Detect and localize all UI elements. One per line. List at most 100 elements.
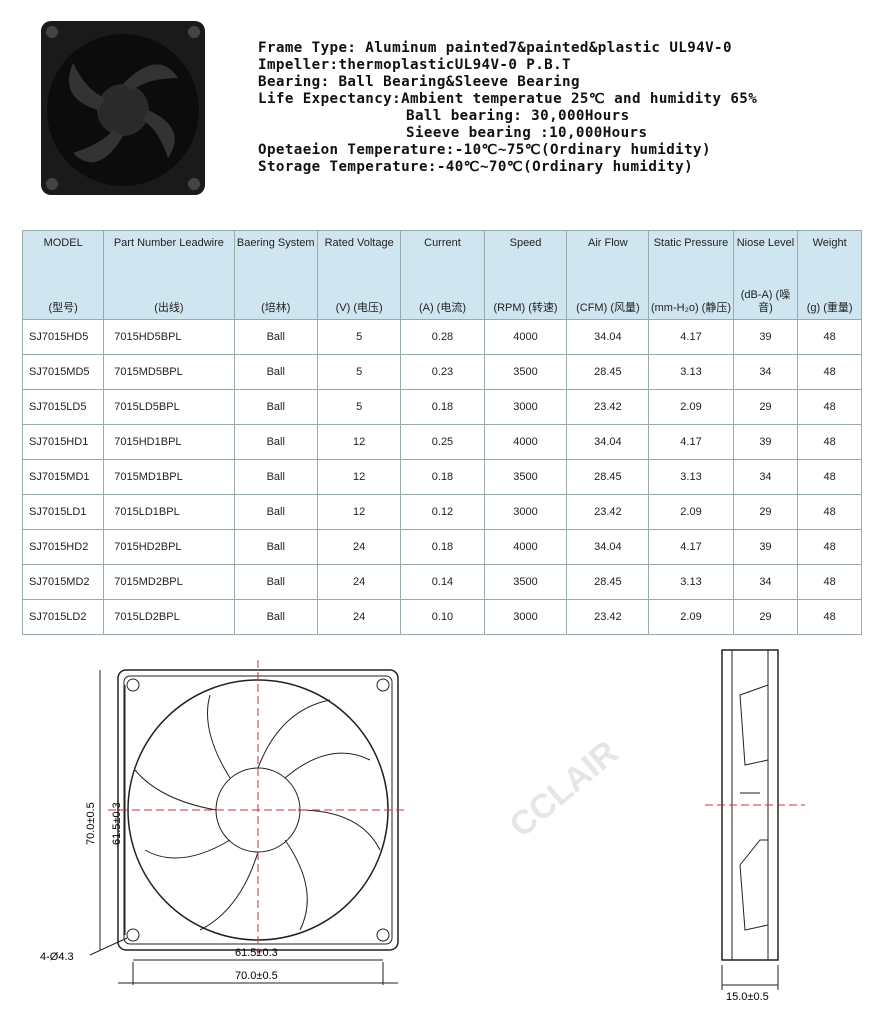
table-cell: Ball (233, 564, 318, 600)
table-cell: 12 (316, 424, 402, 460)
table-cell: 48 (797, 424, 862, 460)
dim-height-inner: 61.5±0.3 (111, 802, 123, 845)
header-unit: (型号) (48, 302, 78, 314)
table-cell: 5 (316, 389, 402, 425)
table-cell: 28.45 (566, 354, 650, 390)
table-cell: 2.09 (648, 599, 734, 635)
column-header: Speed (RPM) (转速) (483, 230, 568, 320)
watermark: CCLAIR (502, 733, 626, 845)
table-cell: 5 (316, 354, 402, 390)
column-header: Air Flow (CFM) (风量) (566, 230, 650, 320)
table-cell: 39 (732, 424, 799, 460)
table-row: SJ7015MD2 7015MD2BPL Ball 24 0.14 3500 28.45 3.… (21, 564, 862, 600)
column-header: Baering System (培林) (233, 230, 318, 320)
table-cell: Ball (233, 389, 318, 425)
table-cell: 12 (316, 494, 402, 530)
table-cell: 28.45 (566, 564, 650, 600)
dim-thickness: 15.0±0.5 (726, 991, 769, 1003)
table-cell: 4000 (483, 529, 568, 565)
header-label: Niose Level (736, 237, 795, 249)
table-cell: 29 (732, 494, 799, 530)
header-label: Part Number Leadwire (113, 237, 224, 249)
table-cell: 48 (797, 389, 862, 425)
front-view-drawing: 70.0±0.5 61.5±0.3 61.5±0.3 70.0±0.5 4-Ø4… (40, 660, 408, 985)
table-cell: 7015LD5BPL (103, 389, 235, 425)
side-view-drawing: 15.0±0.5 (705, 649, 805, 1003)
spec-impeller: Impeller:thermoplasticUL94V-0 P.B.T (258, 57, 571, 73)
table-cell: 3500 (483, 459, 568, 495)
table-cell: 3.13 (648, 564, 734, 600)
spec-storage-temp: Storage Temperature:-40℃~70℃(Ordinary hu… (258, 159, 694, 175)
header-label: Rated Voltage (324, 237, 394, 249)
table-cell: SJ7015HD2 (21, 529, 105, 565)
header-unit: (dB-A) (噪音) (740, 289, 791, 314)
table-cell: 29 (732, 599, 799, 635)
table-cell: 48 (797, 529, 862, 565)
header-label: Weight (812, 237, 847, 249)
table-row: SJ7015MD1 7015MD1BPL Ball 12 0.18 3500 28.45 3.… (21, 459, 862, 495)
table-cell: 4000 (483, 319, 568, 355)
header-label: Current (424, 237, 461, 249)
table-cell: 34 (732, 459, 799, 495)
header-unit: (出线) (154, 302, 184, 314)
spec-table: MODEL (型号) Part Number Leadwire (出线) Baering… (21, 230, 862, 635)
table-row: SJ7015HD1 7015HD1BPL Ball 12 0.25 4000 34.04 4.… (21, 424, 862, 460)
spec-ball-life: Ball bearing: 30,000Hours (406, 108, 630, 124)
table-cell: Ball (233, 354, 318, 390)
table-cell: 23.42 (566, 599, 650, 635)
spec-sleeve-life: Sieeve bearing :10,000Hours (406, 125, 648, 141)
table-cell: Ball (233, 529, 318, 565)
table-cell: 29 (732, 389, 799, 425)
table-cell: 7015MD2BPL (103, 564, 235, 600)
table-cell: 34.04 (566, 319, 650, 355)
table-cell: SJ7015MD5 (21, 354, 105, 390)
header-label: Static Pressure (653, 237, 729, 249)
column-header: Weight (g) (重量) (797, 230, 862, 320)
table-cell: 28.45 (566, 459, 650, 495)
table-cell: 7015HD1BPL (103, 424, 235, 460)
header-unit: (g) (重量) (806, 302, 853, 314)
table-cell: 48 (797, 459, 862, 495)
header-unit: (V) (电压) (335, 302, 383, 314)
column-header: Niose Level (dB-A) (噪音) (732, 230, 799, 320)
table-cell: 39 (732, 319, 799, 355)
table-cell: 0.23 (400, 354, 485, 390)
table-cell: Ball (233, 494, 318, 530)
spec-life: Life Expectancy:Ambient temperatue 25℃ a… (258, 91, 758, 107)
table-cell: 7015HD5BPL (103, 319, 235, 355)
table-cell: 2.09 (648, 389, 734, 425)
table-cell: SJ7015HD1 (21, 424, 105, 460)
table-cell: SJ7015MD2 (21, 564, 105, 600)
table-cell: Ball (233, 424, 318, 460)
header-unit: (CFM) (风量) (576, 302, 640, 314)
table-cell: 0.12 (400, 494, 485, 530)
dim-width-inner: 61.5±0.3 (235, 947, 278, 959)
table-cell: 4.17 (648, 319, 734, 355)
table-cell: 48 (797, 494, 862, 530)
table-cell: 7015HD2BPL (103, 529, 235, 565)
column-header: MODEL (型号) (21, 230, 105, 320)
table-cell: 0.14 (400, 564, 485, 600)
fan-photo (41, 21, 205, 195)
table-cell: 4.17 (648, 529, 734, 565)
table-row: SJ7015LD1 7015LD1BPL Ball 12 0.12 3000 23.42 2.… (21, 494, 862, 530)
table-cell: 23.42 (566, 494, 650, 530)
table-cell: 0.25 (400, 424, 485, 460)
table-cell: 3500 (483, 564, 568, 600)
spec-operation-temp: Opetaeion Temperature:-10℃~75℃(Ordinary … (258, 142, 711, 158)
table-cell: 0.18 (400, 389, 485, 425)
column-header: Current (A) (电流) (400, 230, 485, 320)
table-cell: 34.04 (566, 529, 650, 565)
table-cell: 7015MD5BPL (103, 354, 235, 390)
table-cell: 0.18 (400, 459, 485, 495)
table-cell: 7015LD1BPL (103, 494, 235, 530)
table-cell: SJ7015LD1 (21, 494, 105, 530)
column-header: Part Number Leadwire (出线) (103, 230, 235, 320)
header-unit: (A) (电流) (418, 302, 466, 314)
dim-height-outer: 70.0±0.5 (85, 802, 97, 845)
table-cell: 3000 (483, 599, 568, 635)
table-cell: 34 (732, 564, 799, 600)
table-cell: 24 (316, 529, 402, 565)
table-cell: SJ7015HD5 (21, 319, 105, 355)
spec-bearing: Bearing: Ball Bearing&Sleeve Bearing (258, 74, 580, 90)
